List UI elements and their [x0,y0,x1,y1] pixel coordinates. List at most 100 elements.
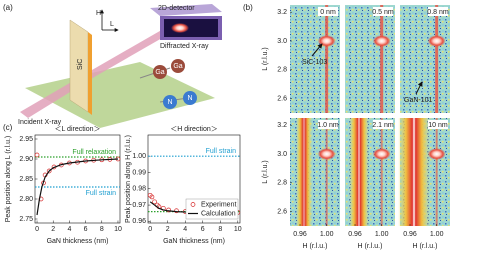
plot-frame [147,134,241,224]
gan-layer [88,32,92,115]
panel-label: (c) [3,123,13,132]
x-tick-label: 0.96 [348,231,362,238]
x-tick-label: 6 [201,226,205,233]
data-point [46,168,52,174]
x-tick-label: 6 [84,226,88,233]
y-tick-label: 0.98 [132,186,146,193]
truncation-rod [325,5,329,113]
y-tick-label: 2.6 [277,95,287,102]
y-tick-label: 0.99 [132,169,146,176]
x-tick-label: 2 [51,226,55,233]
diffracted-label: Diffracted X-ray [160,43,209,50]
x-tick-label: 4 [183,226,187,233]
x-tick-label: 0.96 [403,231,417,238]
x-axis-label: H (r.l.u.) [303,243,328,250]
l-label: L [110,21,114,28]
atom-label: N [167,99,172,106]
x-tick-label: 4 [67,226,71,233]
detector-label: 2D-detector [158,5,195,12]
reference-label: Full strain [206,148,236,155]
tile-label-box [428,7,448,16]
data-line [36,158,119,216]
detector-top [150,4,222,16]
map-tile [290,5,340,113]
data-point [149,194,155,200]
reference-label: Full strain [86,190,116,197]
bragg-spot [372,148,391,160]
annotation: SiC-103 [302,59,327,66]
tile-label-box [318,120,338,129]
bragg-spot [427,35,446,47]
tile-label: 0.8 nm [427,9,449,16]
bragg-spot [317,148,336,160]
bragg-spot [372,35,391,47]
y-tick-label: 2.6 [277,208,287,215]
tile-label-box [373,7,393,16]
chart-title: ＜L direction＞ [54,126,100,133]
y-axis-label: Peak position along H (r.l.u.) [125,135,132,223]
truncation-rod [435,118,438,226]
detector-spot [171,23,189,33]
n-atom [183,91,197,105]
truncation-rod [380,118,383,226]
map-tile [345,5,395,113]
y-tick-label: 3.0 [277,38,287,45]
h-label: H [96,10,101,17]
n-atom [163,95,177,109]
chart-title: ＜H direction＞ [170,126,217,133]
tile-label: 10 nm [428,122,448,129]
truncation-rod [325,118,328,226]
x-tick-label: 8 [100,226,104,233]
x-tick-label: 1.00 [375,231,389,238]
atom-label: N [187,95,192,102]
bragg-spot [427,148,446,160]
tile-label-box [318,7,338,16]
annotation: GaN-101 [404,97,433,104]
data-point [174,208,179,214]
x-tick-label: 2 [166,226,170,233]
gan-rod [296,118,312,226]
reference-label: Full relaxation [72,149,116,156]
diffracted-beam [92,24,176,76]
tile-label-box [428,120,448,129]
y-tick-label: 3.2 [277,122,287,129]
y-tick-label: 2.95 [19,136,33,143]
legend-label: Experiment [201,201,236,208]
y-tick-label: 2.8 [277,67,287,74]
legend-label: Calculation [201,210,236,217]
atom-label: Ga [155,69,164,76]
incident-label: Incident X-ray [18,119,62,126]
y-tick-label: 0.96 [132,218,146,225]
tile-label: 1.0 nm [317,122,339,129]
legend-marker [190,202,196,207]
y-tick-label: 2.90 [19,156,33,163]
legend [185,198,239,220]
x-tick-label: 0 [148,226,152,233]
substrate-label: SiC [77,59,84,70]
x-tick-label: 10 [114,226,122,233]
x-axis-label: GaN thickness (nm) [47,238,109,245]
x-tick-label: 1.00 [430,231,444,238]
y-tick-label: 2.75 [19,216,33,223]
y-axis-label: L (r.l.u.) [262,160,269,183]
y-axis-label: Peak position along L (r.l.u.) [5,136,12,223]
data-point [152,199,157,205]
x-tick-label: 0 [35,226,39,233]
truncation-rod [380,5,384,113]
y-axis-label: L (r.l.u.) [262,47,269,70]
x-tick-label: 0.96 [293,231,307,238]
annotation-arrow [311,43,323,57]
y-tick-label: 2.8 [277,180,287,187]
tile-label: 0.5 nm [372,9,394,16]
x-tick-label: 10 [234,226,242,233]
y-tick-label: 3.2 [277,9,287,16]
tile-label-box [373,120,393,129]
x-axis-label: H (r.l.u.) [413,243,438,250]
gan-rod [349,118,369,226]
x-tick-label: 1.00 [320,231,334,238]
y-tick-label: 2.85 [19,176,33,183]
atom-label: Ga [173,63,182,70]
y-tick-label: 2.80 [19,196,33,203]
y-tick-label: 3.0 [277,151,287,158]
